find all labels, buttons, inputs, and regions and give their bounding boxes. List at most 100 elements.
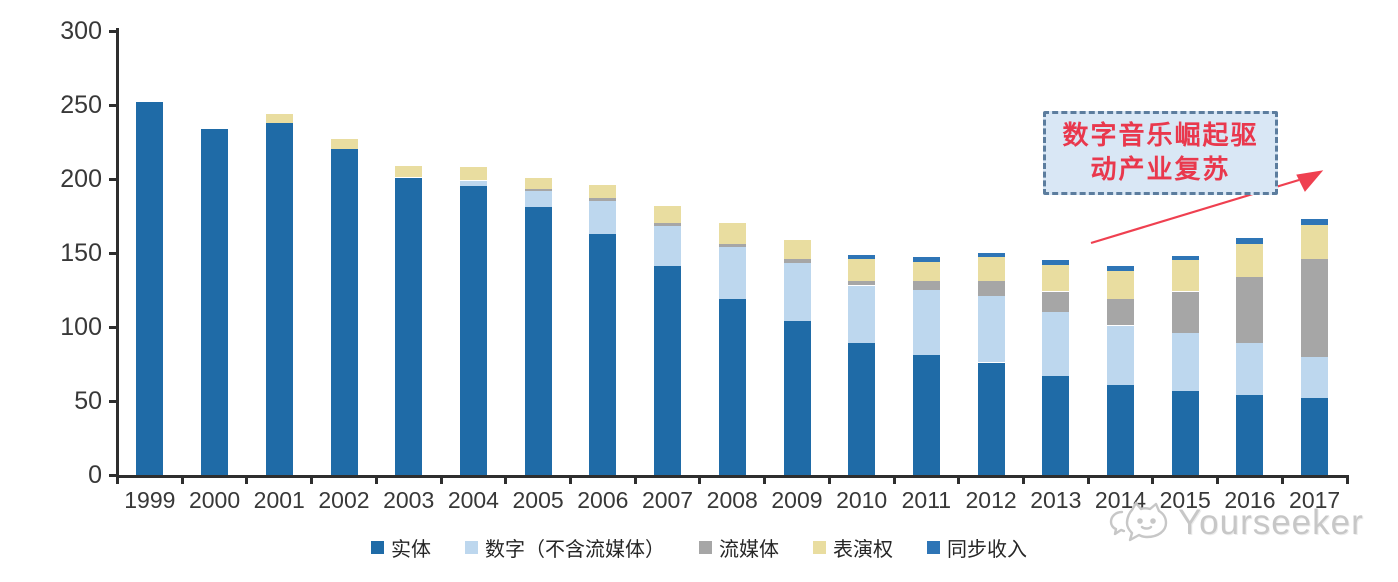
y-axis-tick [109,103,117,107]
bar-segment-实体-2016 [1236,395,1264,475]
x-axis-tick-label: 2000 [188,487,241,513]
x-axis-line [116,475,1349,478]
legend-item: 表演权 [813,533,893,562]
bar-segment-实体-1999 [136,102,164,475]
bar-segment-实体-2006 [589,233,617,475]
annotation-callout-box: 数字音乐崛起驱 动产业复苏 [1043,111,1278,195]
x-axis-tick-label: 2014 [1094,487,1147,513]
bar-segment-实体-2000 [201,128,229,475]
bar-segment-流媒体-2014 [1107,298,1134,326]
bar-segment-表演权-2014 [1107,270,1134,299]
bar-segment-实体-2017 [1301,398,1329,475]
bar-segment-实体-2003 [395,177,423,475]
bar-segment-数字（不含流媒体）-2007 [654,226,681,267]
bar-segment-表演权-2004 [459,167,487,181]
x-axis-tick-label: 2006 [577,487,629,513]
bar-segment-流媒体-2013 [1042,291,1070,313]
annotation-text-line2: 动产业复苏 [1090,155,1231,184]
x-axis-tick [892,475,896,484]
legend-item: 实体 [371,533,431,562]
x-axis-tick-label: 2012 [965,487,1017,513]
x-axis-tick [245,475,249,484]
x-axis-tick-label: 2008 [706,487,758,513]
legend-item: 同步收入 [927,533,1027,562]
x-axis-tick [1021,475,1025,484]
x-axis-tick [633,475,637,484]
x-axis-tick [1151,475,1155,484]
legend-swatch-icon [371,541,384,554]
x-axis-tick-label: 2005 [512,487,564,513]
legend-item: 流媒体 [699,533,779,562]
x-axis-tick-label: 2009 [771,487,823,513]
bar-segment-实体-2009 [783,321,811,475]
bar-segment-流媒体-2008 [718,244,746,248]
y-axis-tick [109,251,117,255]
x-axis-tick [698,475,702,484]
legend-label: 流媒体 [719,539,779,561]
legend-item: 数字（不含流媒体） [465,533,665,562]
bar-segment-流媒体-2017 [1301,258,1329,357]
y-axis-tick [109,325,117,329]
bar-segment-实体-2012 [977,362,1005,475]
bar-segment-数字（不含流媒体）-2015 [1171,332,1199,391]
bar-segment-实体-2007 [654,266,681,475]
bar-segment-流媒体-2012 [977,281,1005,296]
y-axis-tick-label: 250 [60,91,102,119]
bar-segment-数字（不含流媒体）-2011 [912,290,940,356]
bar-segment-同步收入-2015 [1171,256,1199,261]
bar-segment-数字（不含流媒体）-2010 [848,285,876,344]
bar-segment-同步收入-2014 [1107,266,1134,271]
bar-segment-实体-2008 [718,298,746,475]
bar-segment-实体-2014 [1107,384,1134,475]
x-axis-tick [1280,475,1284,484]
x-axis-tick [180,475,184,484]
bar-segment-流媒体-2016 [1236,276,1264,344]
bar-segment-表演权-2009 [783,239,811,259]
x-axis-tick [1086,475,1090,484]
x-axis-tick [439,475,443,484]
x-axis-tick [374,475,378,484]
legend-label: 数字（不含流媒体） [485,539,665,561]
watermark-logo-icon [1109,501,1168,542]
x-axis-tick-label: 2003 [383,487,435,513]
bar-segment-同步收入-2010 [848,254,876,259]
y-axis-tick [109,177,117,181]
watermark-text: Yourseeker [1178,503,1364,542]
bar-segment-数字（不含流媒体）-2008 [718,247,746,299]
x-axis-tick-label: 2002 [318,487,370,513]
x-axis-tick [504,475,508,484]
bar-segment-表演权-2016 [1236,244,1264,277]
bar-segment-流媒体-2011 [912,281,940,290]
bar-segment-表演权-2010 [848,258,876,282]
bar-segment-表演权-2015 [1171,260,1199,292]
legend-label: 实体 [391,539,431,561]
bar-segment-流媒体-2006 [589,198,617,202]
bar-segment-表演权-2005 [524,177,552,190]
y-axis-tick [109,399,117,403]
bar-segment-实体-2004 [459,186,487,475]
bar-segment-流媒体-2010 [848,281,876,286]
bar-segment-实体-2010 [848,343,876,475]
x-axis-tick-label: 2016 [1224,487,1276,513]
x-axis-tick [763,475,767,484]
bar-segment-表演权-2008 [718,223,746,245]
x-axis-tick [116,475,119,484]
bar-segment-表演权-2017 [1301,224,1329,259]
x-axis-tick-label: 1999 [124,487,176,513]
bar-segment-流媒体-2009 [783,258,811,264]
bar-segment-数字（不含流媒体）-2005 [524,190,552,208]
x-axis-tick-label: 2011 [901,487,952,513]
legend-swatch-icon [465,541,478,554]
bar-segment-表演权-2013 [1042,264,1070,292]
bar-segment-表演权-2003 [395,165,423,178]
y-axis-tick [109,473,117,477]
annotation-text-line1: 数字音乐崛起驱 [1062,121,1259,150]
bar-segment-流媒体-2015 [1171,291,1199,333]
legend-label: 表演权 [833,539,893,561]
x-axis-tick-label: 2010 [836,487,888,513]
x-axis-tick-label: 2015 [1159,487,1211,513]
x-axis-tick [1345,475,1349,484]
y-axis-tick-label: 300 [60,17,102,45]
x-axis-tick-label: 2007 [641,487,694,513]
